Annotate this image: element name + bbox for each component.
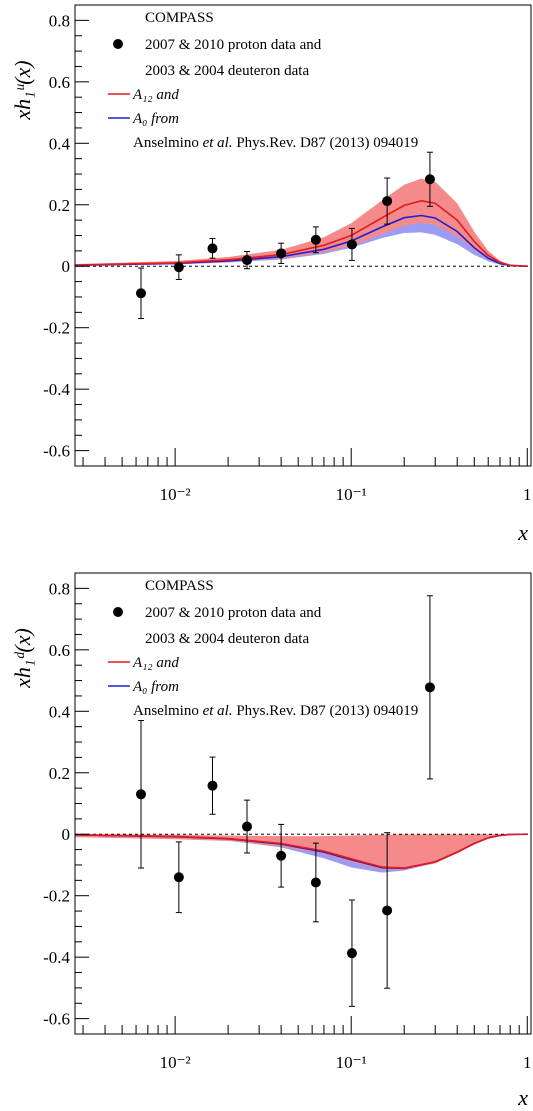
data-marker xyxy=(424,174,435,185)
data-marker xyxy=(310,234,321,245)
y-tick-label: -0.6 xyxy=(43,442,70,461)
data-point xyxy=(276,242,287,264)
y-tick-label: -0.2 xyxy=(43,887,70,906)
data-marker xyxy=(207,243,218,254)
data-point xyxy=(207,756,218,815)
legend-a12-label: A₁₂ and xyxy=(132,87,179,103)
a0-band xyxy=(75,211,528,267)
x-tick-label: 1 xyxy=(523,485,532,504)
data-point xyxy=(424,595,435,780)
a12-band xyxy=(75,834,528,870)
data-marker xyxy=(276,850,287,861)
legend-reference: Anselmino et al. Phys.Rev. D87 (2013) 09… xyxy=(133,135,418,151)
data-point xyxy=(346,899,357,1007)
data-point xyxy=(173,254,184,280)
x-tick-label: 1 xyxy=(523,1053,532,1072)
data-point xyxy=(242,799,253,854)
data-marker xyxy=(424,682,435,693)
a12-curve xyxy=(75,833,528,869)
legend-points-line2: 2003 & 2004 deuteron data xyxy=(145,631,309,647)
data-point xyxy=(310,226,321,254)
data-point xyxy=(382,177,393,225)
data-point xyxy=(135,267,146,319)
data-point xyxy=(276,823,287,888)
legend-a12-label: A₁₂ and xyxy=(132,655,179,671)
y-axis-title: xh₁ᵈ(x) xyxy=(10,628,35,689)
data-marker xyxy=(242,821,253,832)
data-marker xyxy=(310,877,321,888)
data-point xyxy=(173,841,184,914)
y-tick-label: 0.4 xyxy=(49,134,71,153)
data-point xyxy=(424,151,435,207)
y-tick-label: 0.2 xyxy=(49,764,70,783)
panel-d-quark: -0.6 -0.4 -0.2 0 0.2 0.4 0.6 0.8 10⁻² 10⁻¹ 1 xh₁ᵈ(x… xyxy=(10,572,532,1110)
data-marker xyxy=(382,905,393,916)
legend-points-line2: 2003 & 2004 deuteron data xyxy=(145,63,309,79)
data-point xyxy=(207,238,218,259)
legend: COMPASS 2007 & 2010 proton data and 2003 &… xyxy=(108,578,418,719)
y-tick-label: 0.2 xyxy=(49,196,70,215)
legend-title: COMPASS xyxy=(145,10,214,26)
y-tick-label: 0.8 xyxy=(49,579,70,598)
data-point xyxy=(135,720,146,869)
data-marker xyxy=(242,255,253,266)
a0-curve xyxy=(75,214,528,267)
data-marker xyxy=(173,872,184,883)
x-axis-title: x xyxy=(517,520,528,545)
y-tick-label: 0.8 xyxy=(49,11,70,30)
panel-u-quark: -0.6 -0.4 -0.2 0 0.2 0.4 0.6 0.8 10⁻² 10⁻¹ 1 xh₁ᵘ(x… xyxy=(10,4,532,545)
legend-a0-label: A₀ from xyxy=(132,111,179,127)
data-point xyxy=(346,227,357,261)
x-axis-title: x xyxy=(517,1085,528,1110)
data-marker xyxy=(135,789,146,800)
x-tick-label: 10⁻¹ xyxy=(336,1053,367,1072)
data-marker xyxy=(382,196,393,207)
legend-marker-points xyxy=(113,39,123,49)
legend-reference: Anselmino et al. Phys.Rev. D87 (2013) 09… xyxy=(133,703,418,719)
data-marker xyxy=(207,780,218,791)
legend: COMPASS 2007 & 2010 proton data and 2003 &… xyxy=(108,10,418,151)
plot-area xyxy=(75,151,531,319)
y-axis-title: xh₁ᵘ(x) xyxy=(10,60,35,120)
y-tick-label: 0 xyxy=(62,257,71,276)
legend-a0-label: A₀ from xyxy=(132,679,179,695)
y-tick-label: 0.6 xyxy=(49,73,70,92)
x-tick-label: 10⁻¹ xyxy=(336,485,367,504)
y-tick-label: -0.4 xyxy=(43,380,70,399)
y-tick-label: 0.4 xyxy=(49,702,71,721)
data-marker xyxy=(173,262,184,273)
a12-band xyxy=(75,178,528,267)
data-marker xyxy=(276,248,287,259)
a12-curve xyxy=(75,199,528,267)
y-tick-label: 0.6 xyxy=(49,641,70,660)
x-tick-label: 10⁻² xyxy=(160,485,191,504)
y-tick-label: -0.6 xyxy=(43,1010,70,1029)
data-point xyxy=(382,832,393,989)
legend-marker-points xyxy=(113,607,123,617)
data-point xyxy=(242,250,253,270)
data-marker xyxy=(346,239,357,250)
data-marker xyxy=(346,948,357,959)
legend-points-line1: 2007 & 2010 proton data and xyxy=(145,605,322,621)
legend-points-line1: 2007 & 2010 proton data and xyxy=(145,37,322,53)
y-tick-label: 0 xyxy=(62,825,71,844)
x-tick-label: 10⁻² xyxy=(160,1053,191,1072)
legend-title: COMPASS xyxy=(145,578,214,594)
data-point xyxy=(310,842,321,923)
y-tick-label: -0.2 xyxy=(43,319,70,338)
data-marker xyxy=(135,288,146,299)
plot-area xyxy=(75,595,531,1007)
y-tick-label: -0.4 xyxy=(43,948,70,967)
